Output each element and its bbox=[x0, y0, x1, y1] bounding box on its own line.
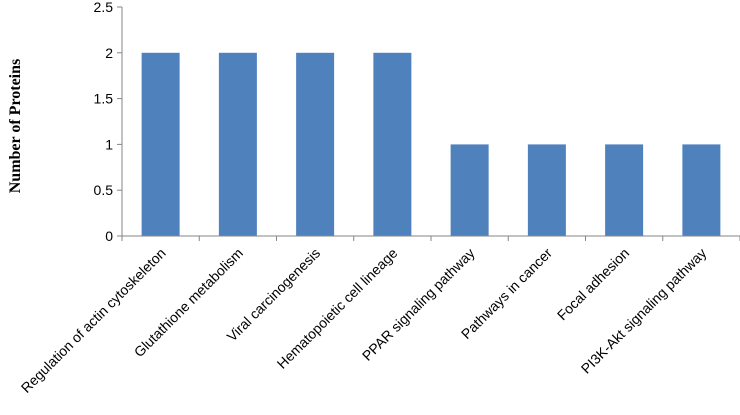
bar bbox=[373, 52, 412, 236]
bar bbox=[141, 52, 180, 236]
x-tick-label: PI3K-Akt signaling pathway bbox=[578, 245, 710, 377]
x-axis: Regulation of actin cytoskeletonGlutathi… bbox=[18, 235, 740, 396]
bar bbox=[682, 144, 721, 236]
y-axis-title: Number of Proteins bbox=[7, 59, 24, 194]
bar bbox=[450, 144, 489, 236]
bars bbox=[141, 52, 721, 236]
y-axis: 0 0.5 1 1.5 2 2.5 bbox=[94, 0, 123, 244]
x-tick-label: Focal adhesion bbox=[554, 245, 632, 323]
y-tick-label: 2.5 bbox=[94, 0, 114, 15]
bar bbox=[527, 144, 566, 236]
y-tick-label: 0 bbox=[105, 228, 113, 244]
bar bbox=[605, 144, 644, 236]
y-tick-label: 1.5 bbox=[94, 91, 114, 107]
y-tick-label: 1 bbox=[105, 136, 113, 152]
bar bbox=[296, 52, 335, 236]
y-tick-label: 2 bbox=[105, 45, 113, 61]
x-tick-label: Regulation of actin cytoskeleton bbox=[18, 245, 169, 396]
y-tick-label: 0.5 bbox=[94, 182, 114, 198]
bar bbox=[218, 52, 257, 236]
